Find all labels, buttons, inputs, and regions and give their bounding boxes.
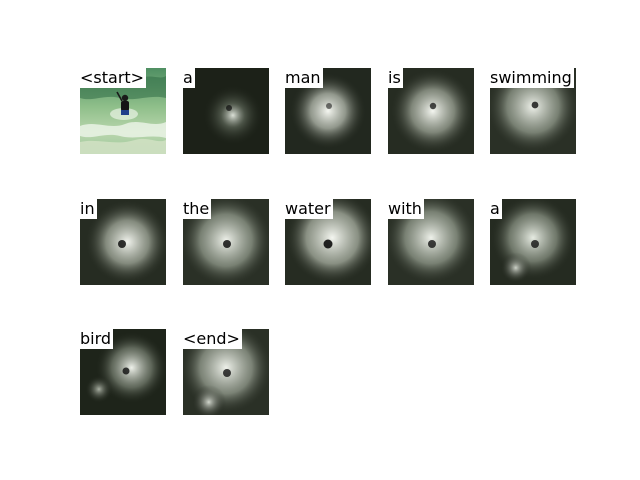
token-label: the xyxy=(183,199,212,219)
token-label: is xyxy=(388,68,403,88)
panel-token-10: bird xyxy=(80,329,166,415)
attention-heatmap xyxy=(490,199,576,285)
attention-map xyxy=(183,68,269,154)
token-label: water xyxy=(285,199,333,219)
attention-heatmap xyxy=(183,68,269,154)
panel-start: <start> xyxy=(80,68,166,154)
panel-token-8: with xyxy=(388,199,474,285)
panel-token-4: swimming xyxy=(490,68,576,154)
attention-map xyxy=(490,199,576,285)
token-label: swimming xyxy=(490,68,574,88)
token-label: man xyxy=(285,68,323,88)
panel-token-2: man xyxy=(285,68,371,154)
token-label: bird xyxy=(80,329,114,349)
token-label: <end> xyxy=(183,329,242,349)
panel-token-6: the xyxy=(183,199,269,285)
token-label: in xyxy=(80,199,97,219)
panel-token-5: in xyxy=(80,199,166,285)
panel-token-7: water xyxy=(285,199,371,285)
token-label: a xyxy=(490,199,502,219)
panel-token-3: is xyxy=(388,68,474,154)
token-label: with xyxy=(388,199,424,219)
panel-token-1: a xyxy=(183,68,269,154)
panel-token-11: <end> xyxy=(183,329,269,415)
panel-token-9: a xyxy=(490,199,576,285)
token-label: <start> xyxy=(80,68,147,88)
token-label: a xyxy=(183,68,195,88)
